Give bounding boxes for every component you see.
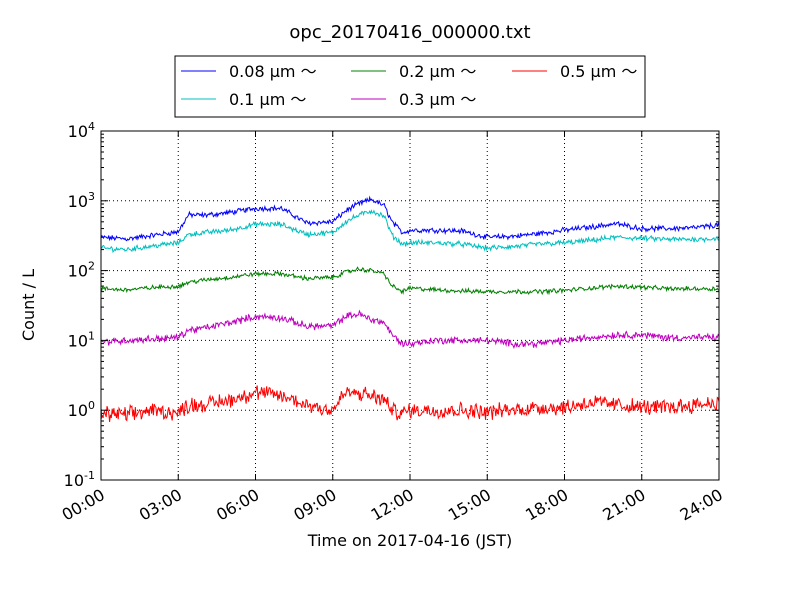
y-tick-base: 10: [68, 192, 88, 211]
legend: 0.08 μm ～ 0.2 μm ～ 0.5 μm ～ 0.1 μm ～ 0.3 μm …: [174, 55, 646, 118]
x-axis-label: Time on 2017-04-16 (JST): [307, 531, 512, 550]
chart-title: opc_20170416_000000.txt: [289, 22, 530, 43]
y-tick-label: 102: [68, 260, 95, 281]
series-line: [101, 195, 719, 242]
y-axis-label: Count / L: [19, 269, 38, 341]
legend-label: 0.3 μm ～: [399, 90, 476, 109]
y-tick-label: 104: [68, 120, 95, 141]
series-line: [101, 309, 719, 349]
y-tick-exponent: 2: [88, 260, 95, 273]
legend-label: 0.1 μm ～: [229, 90, 306, 109]
y-tick-label: 103: [68, 190, 95, 211]
y-tick-label: 101: [68, 329, 95, 350]
legend-label: 0.2 μm ～: [399, 62, 476, 81]
series-line: [101, 209, 719, 254]
y-tick-base: 10: [64, 471, 84, 490]
series-lines: [101, 195, 719, 423]
y-tick-exponent: 1: [88, 329, 95, 342]
y-tick-exponent: -1: [84, 469, 95, 482]
y-tick-base: 10: [68, 122, 88, 141]
y-tick-label: 100: [68, 399, 95, 420]
y-tick-exponent: 3: [88, 190, 95, 203]
y-tick-base: 10: [68, 401, 88, 420]
y-tick-label: 10-1: [64, 469, 95, 490]
series-line: [101, 385, 719, 423]
legend-label: 0.08 μm ～: [229, 62, 317, 81]
y-tick-base: 10: [68, 331, 88, 350]
y-tick-exponent: 0: [88, 399, 95, 412]
y-tick-exponent: 4: [88, 120, 95, 133]
y-tick-base: 10: [68, 262, 88, 281]
legend-label: 0.5 μm ～: [560, 62, 637, 81]
series-line: [101, 266, 719, 296]
legend-frame: [174, 55, 646, 118]
